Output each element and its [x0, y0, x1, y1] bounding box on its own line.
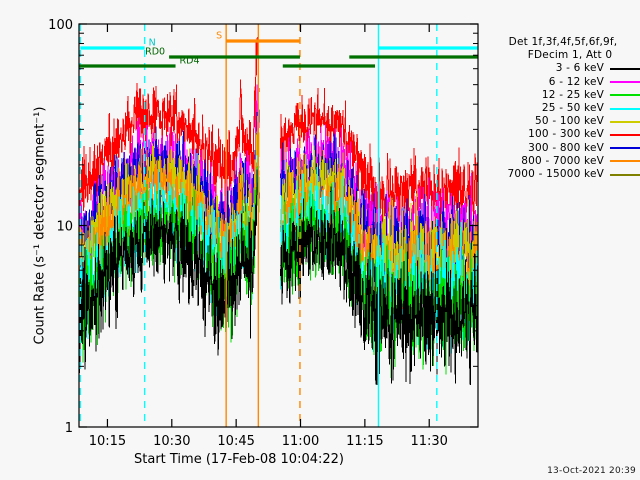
x-tick-label: 11:15 — [346, 434, 383, 449]
y-tick-label: 1 — [65, 421, 73, 436]
legend-item-label: 300 - 800 keV — [528, 141, 604, 154]
legend-item-label: 50 - 100 keV — [535, 115, 604, 128]
annotation-label-rd0: RD0 — [145, 47, 165, 58]
legend-header-line1: Det 1f,3f,4f,5f,6f,9f, — [508, 36, 618, 48]
legend-color-swatch — [610, 81, 640, 84]
legend-item-label: 7000 - 15000 keV — [507, 167, 604, 180]
render-timestamp: 13-Oct-2021 20:39 — [547, 466, 636, 476]
legend-item: 6 - 12 keV — [486, 76, 640, 89]
x-tick-label: 11:30 — [410, 434, 447, 449]
legend-item: 300 - 800 keV — [486, 142, 640, 155]
legend-color-swatch — [610, 173, 640, 176]
legend-header-line2: FDecim 1, Att 0 — [527, 49, 613, 62]
legend-entries: 3 - 6 keV 6 - 12 keV 12 - 25 keV 25 - 50 ke… — [486, 62, 640, 181]
clip-left — [0, 0, 79, 480]
legend-item: 7000 - 15000 keV — [486, 168, 640, 181]
series-line-100---300-kev-seg1 — [280, 87, 479, 240]
annotation-label-s: S — [216, 31, 222, 42]
legend-item: 50 - 100 keV — [486, 115, 640, 128]
legend-item-label: 800 - 7000 keV — [521, 154, 604, 167]
series-line-100---300-kev-seg0 — [78, 36, 260, 216]
legend-item: 800 - 7000 keV — [486, 155, 640, 168]
legend-item-label: 3 - 6 keV — [555, 62, 604, 75]
clip-right — [479, 0, 640, 480]
legend-item-label: 25 - 50 keV — [541, 101, 604, 114]
legend-color-swatch — [610, 160, 640, 163]
series-line-3---6-kev-seg1 — [280, 186, 479, 386]
legend-item-label: 12 - 25 keV — [541, 88, 604, 101]
y-axis-label: Count Rate (s⁻¹ detector segment⁻¹) — [32, 106, 48, 345]
series-line-3---6-kev-seg0 — [78, 169, 260, 374]
legend-item: 25 - 50 keV — [486, 102, 640, 115]
x-axis-label: Start Time (17-Feb-08 10:04:22) — [134, 452, 344, 467]
legend-item-label: 6 - 12 keV — [548, 75, 604, 88]
legend-item: 100 - 300 keV — [486, 128, 640, 141]
annotation-label-n: N — [149, 38, 156, 49]
legend-item-label: 100 - 300 keV — [528, 128, 604, 141]
legend-color-swatch — [610, 120, 640, 123]
y-tick-label: 100 — [48, 18, 73, 33]
legend: Det 1f,3f,4f,5f,6f,9f, FDecim 1, Att 0 3… — [486, 36, 640, 181]
y-tick-label: 10 — [56, 220, 73, 235]
legend-color-swatch — [610, 107, 640, 110]
legend-color-swatch — [610, 133, 640, 136]
x-tick-label: 10:15 — [89, 434, 126, 449]
x-tick-label: 10:30 — [153, 434, 190, 449]
x-tick-label: 11:00 — [282, 434, 319, 449]
legend-item: 3 - 6 keV — [486, 62, 640, 75]
legend-item: 12 - 25 keV — [486, 89, 640, 102]
annotation-label-rd4: RD4 — [180, 56, 200, 67]
x-tick-label: 10:45 — [217, 434, 254, 449]
legend-color-swatch — [610, 68, 640, 70]
legend-color-swatch — [610, 147, 640, 150]
legend-color-swatch — [610, 94, 640, 97]
